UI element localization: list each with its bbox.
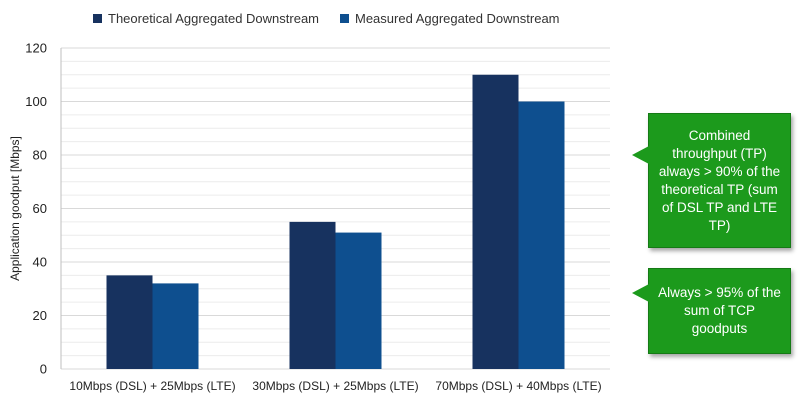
bar-theoretical (106, 275, 153, 369)
legend-swatch (340, 14, 349, 23)
bar-measured (518, 101, 565, 369)
y-tick-label: 120 (25, 41, 47, 56)
x-category-label: 70Mbps (DSL) + 40Mbps (LTE) (435, 379, 601, 393)
callout-tcp-text: Always > 95% of the sum of TCP goodputs (658, 285, 781, 336)
legend-swatch (93, 14, 102, 23)
callout-tcp-goodput: Always > 95% of the sum of TCP goodputs (632, 268, 791, 354)
bar-theoretical (289, 221, 336, 369)
bar-theoretical (472, 74, 519, 369)
y-tick-label: 80 (33, 148, 47, 163)
y-tick-label: 100 (25, 94, 47, 109)
x-category-label: 10Mbps (DSL) + 25Mbps (LTE) (69, 379, 235, 393)
legend-label: Measured Aggregated Downstream (355, 11, 560, 26)
callout-combined-throughput: Combined throughput (TP) always > 90% of… (632, 113, 791, 248)
callout-arrow (632, 284, 649, 302)
y-tick-label: 0 (40, 362, 47, 377)
y-tick-label: 60 (33, 201, 47, 216)
y-tick-label: 20 (33, 308, 47, 323)
legend-label: Theoretical Aggregated Downstream (108, 11, 319, 26)
y-tick-label: 40 (33, 255, 47, 270)
x-category-label: 30Mbps (DSL) + 25Mbps (LTE) (252, 379, 418, 393)
bar-measured (335, 232, 382, 369)
y-axis-title: Application goodput [Mbps] (8, 136, 22, 281)
bar-measured (152, 283, 199, 369)
callout-arrow (632, 146, 649, 164)
callout-combined-text: Combined throughput (TP) always > 90% of… (658, 127, 781, 233)
